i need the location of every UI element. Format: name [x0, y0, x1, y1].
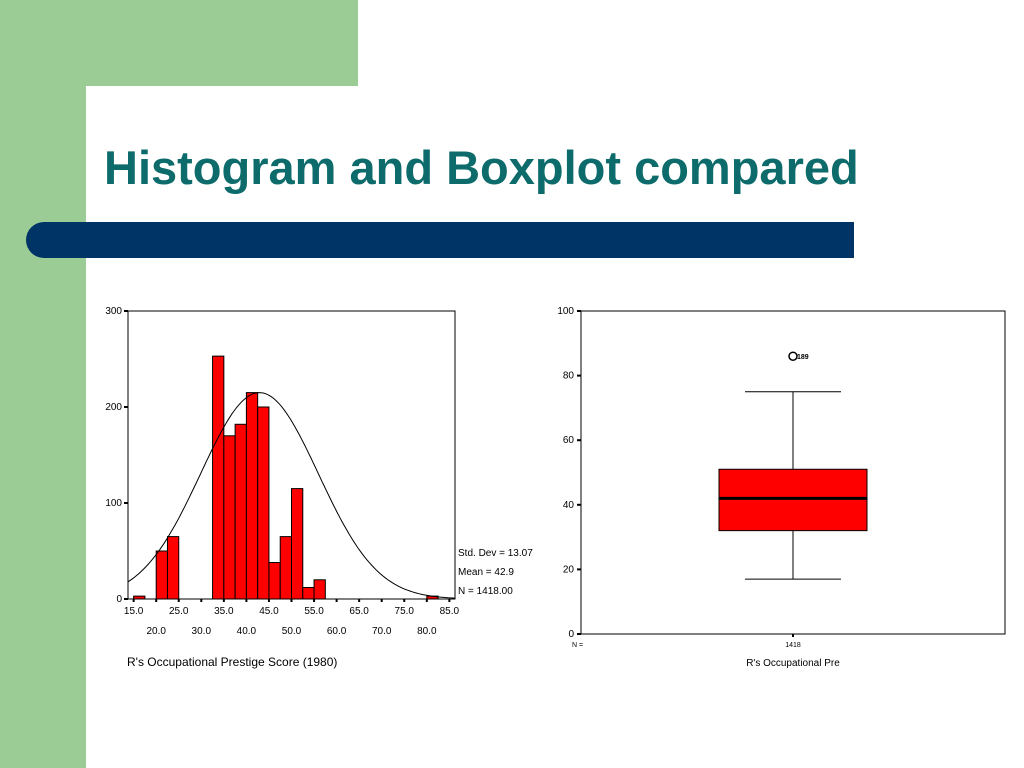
outlier-point: [788, 351, 798, 361]
histogram-bar: [133, 595, 146, 600]
normal-curve: [127, 392, 456, 599]
histogram-bar: [302, 586, 315, 600]
x-tick-label: 80.0: [417, 626, 437, 637]
histogram-chart: 0 100 200 300 15.0 25.0 35.0 45.0 55.0 65.0 75.0 85…: [105, 306, 533, 669]
histogram-bar: [245, 392, 259, 600]
y-tick-label: 200: [105, 402, 122, 413]
histogram-bar: [268, 562, 281, 600]
histogram-bar: [166, 536, 180, 600]
x-tick-label: 75.0: [395, 606, 415, 617]
histogram-bar: [234, 423, 247, 600]
x-tick-label: 65.0: [349, 606, 369, 617]
x-tick-label: 70.0: [372, 626, 392, 637]
n-label: N =: [572, 642, 583, 649]
x-tick-label: 15.0: [124, 606, 144, 617]
histogram-bar: [212, 355, 225, 600]
histogram-bar: [223, 435, 236, 600]
boxplot-chart: 0 20 40 60 80 100 189 N = 1418 R's Occupational P…: [557, 306, 1006, 669]
y-tick-label: 60: [563, 435, 575, 446]
histogram-bar: [279, 536, 292, 600]
title-underline-bar: [26, 222, 854, 258]
stats-label: N = 1418.00: [458, 586, 513, 597]
x-tick-label: 20.0: [146, 626, 166, 637]
stats-label: Std. Dev = 13.07: [458, 548, 533, 559]
x-tick-label: 85.0: [440, 606, 460, 617]
slide-title: Histogram and Boxplot compared: [104, 141, 859, 194]
x-tick-label: 30.0: [192, 626, 212, 637]
x-tick-label: 45.0: [259, 606, 279, 617]
outlier-label: 189: [797, 354, 809, 361]
x-tick-label: 35.0: [214, 606, 234, 617]
y-tick-label: 100: [557, 306, 574, 317]
n-value: 1418: [785, 642, 801, 649]
x-category-label: R's Occupational Pre: [746, 658, 840, 669]
y-tick-label: 100: [105, 498, 122, 509]
stats-label: Mean = 42.9: [458, 567, 514, 578]
x-tick-label: 40.0: [237, 626, 257, 637]
x-tick-label: 50.0: [282, 626, 302, 637]
y-tick-label: 300: [105, 306, 122, 317]
y-tick-label: 0: [116, 594, 122, 605]
histogram-bar: [291, 488, 304, 600]
y-tick-label: 0: [568, 629, 574, 640]
iqr-box: [718, 468, 868, 532]
histogram-bar: [257, 406, 270, 600]
x-tick-label: 60.0: [327, 626, 347, 637]
y-tick-label: 20: [563, 564, 575, 575]
x-tick-label: 25.0: [169, 606, 189, 617]
histogram-bar: [155, 550, 168, 600]
content-corner: [86, 86, 146, 146]
x-tick-label: 55.0: [304, 606, 324, 617]
x-axis-title: R's Occupational Prestige Score (1980): [127, 655, 337, 669]
y-tick-label: 40: [563, 500, 575, 511]
histogram-bar: [313, 579, 326, 600]
green-decoration-left: [0, 0, 86, 768]
y-tick-label: 80: [563, 371, 575, 382]
